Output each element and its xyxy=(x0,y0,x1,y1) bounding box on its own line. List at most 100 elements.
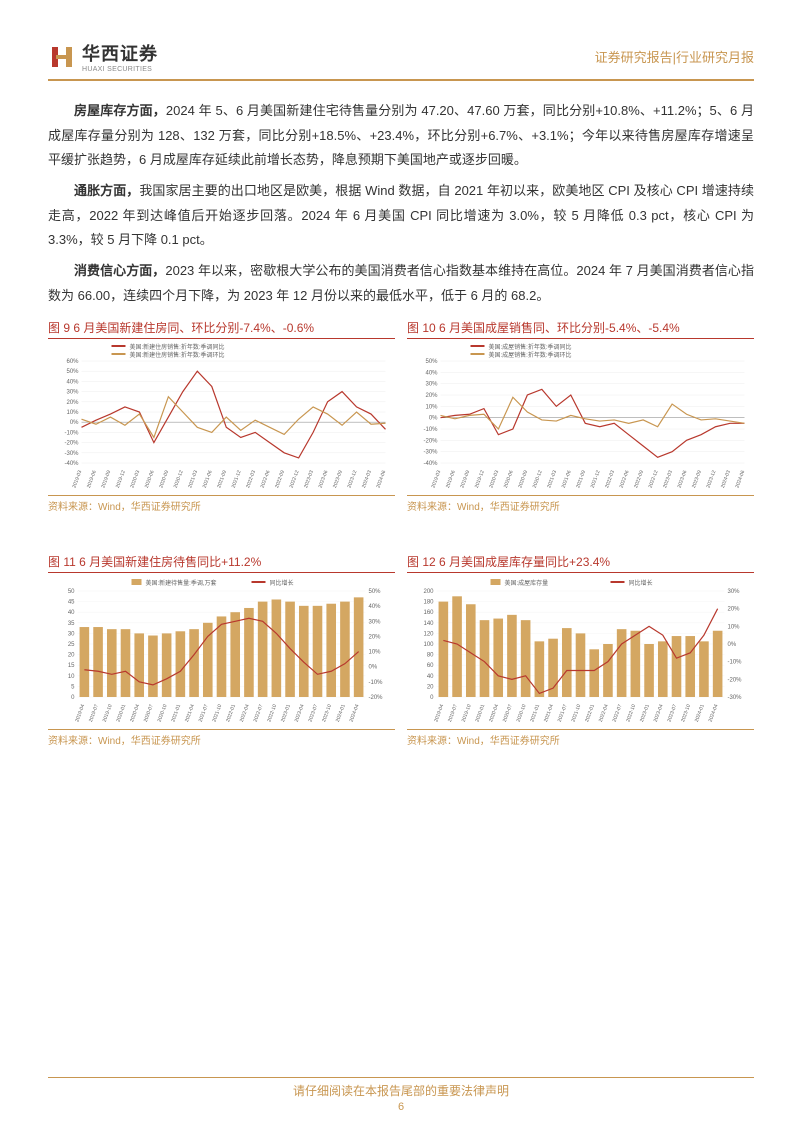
paragraph-2: 通胀方面，我国家居主要的出口地区是欧美，根据 Wind 数据，自 2021 年初… xyxy=(48,179,754,253)
svg-text:80: 80 xyxy=(427,652,434,658)
svg-text:2024-04: 2024-04 xyxy=(708,703,720,723)
chart-11-source: 资料来源：Wind，华西证券研究所 xyxy=(48,729,395,747)
svg-text:2024-03: 2024-03 xyxy=(361,469,373,489)
svg-text:2019-09: 2019-09 xyxy=(100,469,112,489)
svg-text:0%: 0% xyxy=(429,415,438,421)
svg-text:-20%: -20% xyxy=(369,695,384,701)
svg-text:2021-12: 2021-12 xyxy=(231,469,243,489)
page-footer: 请仔细阅读在本报告尾部的重要法律声明 6 xyxy=(48,1077,754,1113)
svg-text:2021-09: 2021-09 xyxy=(575,469,587,489)
svg-text:2021-10: 2021-10 xyxy=(211,703,223,723)
svg-text:2021-06: 2021-06 xyxy=(202,469,214,489)
svg-text:2021-12: 2021-12 xyxy=(590,469,602,489)
svg-text:30%: 30% xyxy=(425,381,438,387)
svg-text:50: 50 xyxy=(68,589,75,595)
chart-9-title: 图 9 6 月美国新建住房同、环比分别-7.4%、-0.6% xyxy=(48,319,395,339)
svg-text:2019-04: 2019-04 xyxy=(433,703,445,723)
footer-disclaimer: 请仔细阅读在本报告尾部的重要法律声明 xyxy=(48,1082,754,1099)
svg-text:-10%: -10% xyxy=(369,679,384,685)
svg-text:-20%: -20% xyxy=(423,438,438,444)
svg-text:2024-04: 2024-04 xyxy=(349,703,361,723)
svg-text:2021-03: 2021-03 xyxy=(546,469,558,489)
svg-text:2020-12: 2020-12 xyxy=(532,469,544,489)
chart-9-canvas: 美国:新建住房销售:折年数:季调同比美国:新建住房销售:折年数:季调环比-40%… xyxy=(48,343,395,493)
header-category: 证券研究报告|行业研究月报 xyxy=(595,47,754,66)
svg-text:2023-07: 2023-07 xyxy=(307,703,319,723)
svg-text:2019-03: 2019-03 xyxy=(71,469,83,489)
svg-text:2023-03: 2023-03 xyxy=(662,469,674,489)
svg-text:2022-04: 2022-04 xyxy=(239,703,251,723)
svg-text:60%: 60% xyxy=(66,359,79,365)
svg-text:0: 0 xyxy=(71,695,75,701)
svg-text:100: 100 xyxy=(423,642,434,648)
svg-text:10%: 10% xyxy=(369,649,382,655)
svg-text:2019-10: 2019-10 xyxy=(102,703,114,723)
chart-11-canvas: 美国:新建待售量:季调,万套同比增长05101520253035404550-2… xyxy=(48,577,395,727)
svg-text:30: 30 xyxy=(68,631,75,637)
svg-text:160: 160 xyxy=(423,610,434,616)
chart-9-source: 资料来源：Wind，华西证券研究所 xyxy=(48,495,395,513)
svg-text:美国:成屋库存量: 美国:成屋库存量 xyxy=(505,579,549,587)
svg-text:美国:成屋销售:折年数:季调环比: 美国:成屋销售:折年数:季调环比 xyxy=(489,351,572,359)
svg-text:同比增长: 同比增长 xyxy=(629,579,653,587)
svg-text:20%: 20% xyxy=(425,393,438,399)
svg-text:10: 10 xyxy=(68,673,75,679)
svg-text:2019-12: 2019-12 xyxy=(115,469,127,489)
svg-text:20: 20 xyxy=(427,684,434,690)
svg-text:45: 45 xyxy=(68,599,75,605)
svg-text:2020-09: 2020-09 xyxy=(517,469,529,489)
svg-text:2022-10: 2022-10 xyxy=(266,703,278,723)
svg-text:2023-10: 2023-10 xyxy=(321,703,333,723)
svg-text:2024-01: 2024-01 xyxy=(335,703,347,723)
chart-10-canvas: 美国:成屋销售:折年数:季调同比美国:成屋销售:折年数:季调环比-40%-30%… xyxy=(407,343,754,493)
svg-text:2021-04: 2021-04 xyxy=(543,703,555,723)
svg-text:2024-03: 2024-03 xyxy=(720,469,732,489)
svg-text:2021-01: 2021-01 xyxy=(170,703,182,723)
svg-text:2024-06: 2024-06 xyxy=(375,469,387,489)
svg-text:2021-01: 2021-01 xyxy=(529,703,541,723)
svg-text:2021-07: 2021-07 xyxy=(198,703,210,723)
svg-text:美国:成屋销售:折年数:季调同比: 美国:成屋销售:折年数:季调同比 xyxy=(489,343,572,351)
svg-text:2019-06: 2019-06 xyxy=(445,469,457,489)
svg-text:2020-10: 2020-10 xyxy=(516,703,528,723)
chart-9: 图 9 6 月美国新建住房同、环比分别-7.4%、-0.6% 美国:新建住房销售… xyxy=(48,319,395,513)
svg-text:2020-04: 2020-04 xyxy=(129,703,141,723)
svg-text:2020-03: 2020-03 xyxy=(129,469,141,489)
chart-12-source: 资料来源：Wind，华西证券研究所 xyxy=(407,729,754,747)
svg-text:10%: 10% xyxy=(728,624,741,630)
svg-text:0: 0 xyxy=(430,695,434,701)
svg-text:10%: 10% xyxy=(66,410,79,416)
chart-10-title: 图 10 6 月美国成屋销售同、环比分别-5.4%、-5.4% xyxy=(407,319,754,339)
charts-row-1: 图 9 6 月美国新建住房同、环比分别-7.4%、-0.6% 美国:新建住房销售… xyxy=(48,319,754,513)
svg-text:2022-07: 2022-07 xyxy=(612,703,624,723)
svg-text:2022-10: 2022-10 xyxy=(625,703,637,723)
svg-text:-30%: -30% xyxy=(728,695,743,701)
svg-text:美国:新建待售量:季调,万套: 美国:新建待售量:季调,万套 xyxy=(146,579,217,587)
svg-text:美国:新建住房销售:折年数:季调环比: 美国:新建住房销售:折年数:季调环比 xyxy=(130,351,225,359)
svg-text:2019-07: 2019-07 xyxy=(447,703,459,723)
svg-text:0%: 0% xyxy=(70,420,79,426)
svg-text:-40%: -40% xyxy=(64,461,79,467)
svg-text:-30%: -30% xyxy=(423,449,438,455)
p2-lead: 通胀方面， xyxy=(74,183,139,198)
svg-text:2022-06: 2022-06 xyxy=(619,469,631,489)
svg-text:40: 40 xyxy=(68,610,75,616)
svg-text:25: 25 xyxy=(68,642,75,648)
page-header: 华西证券 HUAXI SECURITIES 证券研究报告|行业研究月报 xyxy=(48,40,754,81)
svg-text:2021-10: 2021-10 xyxy=(570,703,582,723)
svg-text:2019-07: 2019-07 xyxy=(88,703,100,723)
svg-text:2022-07: 2022-07 xyxy=(253,703,265,723)
svg-text:同比增长: 同比增长 xyxy=(270,579,294,587)
svg-text:2019-12: 2019-12 xyxy=(474,469,486,489)
svg-text:2019-10: 2019-10 xyxy=(461,703,473,723)
svg-text:2020-04: 2020-04 xyxy=(488,703,500,723)
svg-text:2022-06: 2022-06 xyxy=(260,469,272,489)
svg-text:20%: 20% xyxy=(66,399,79,405)
chart-12-canvas: 美国:成屋库存量同比增长020406080100120140160180200-… xyxy=(407,577,754,727)
svg-text:2023-01: 2023-01 xyxy=(639,703,651,723)
svg-text:120: 120 xyxy=(423,631,434,637)
svg-text:2023-12: 2023-12 xyxy=(706,469,718,489)
logo-text-en: HUAXI SECURITIES xyxy=(82,66,158,73)
svg-text:2022-09: 2022-09 xyxy=(633,469,645,489)
p1-lead: 房屋库存方面， xyxy=(74,103,166,118)
